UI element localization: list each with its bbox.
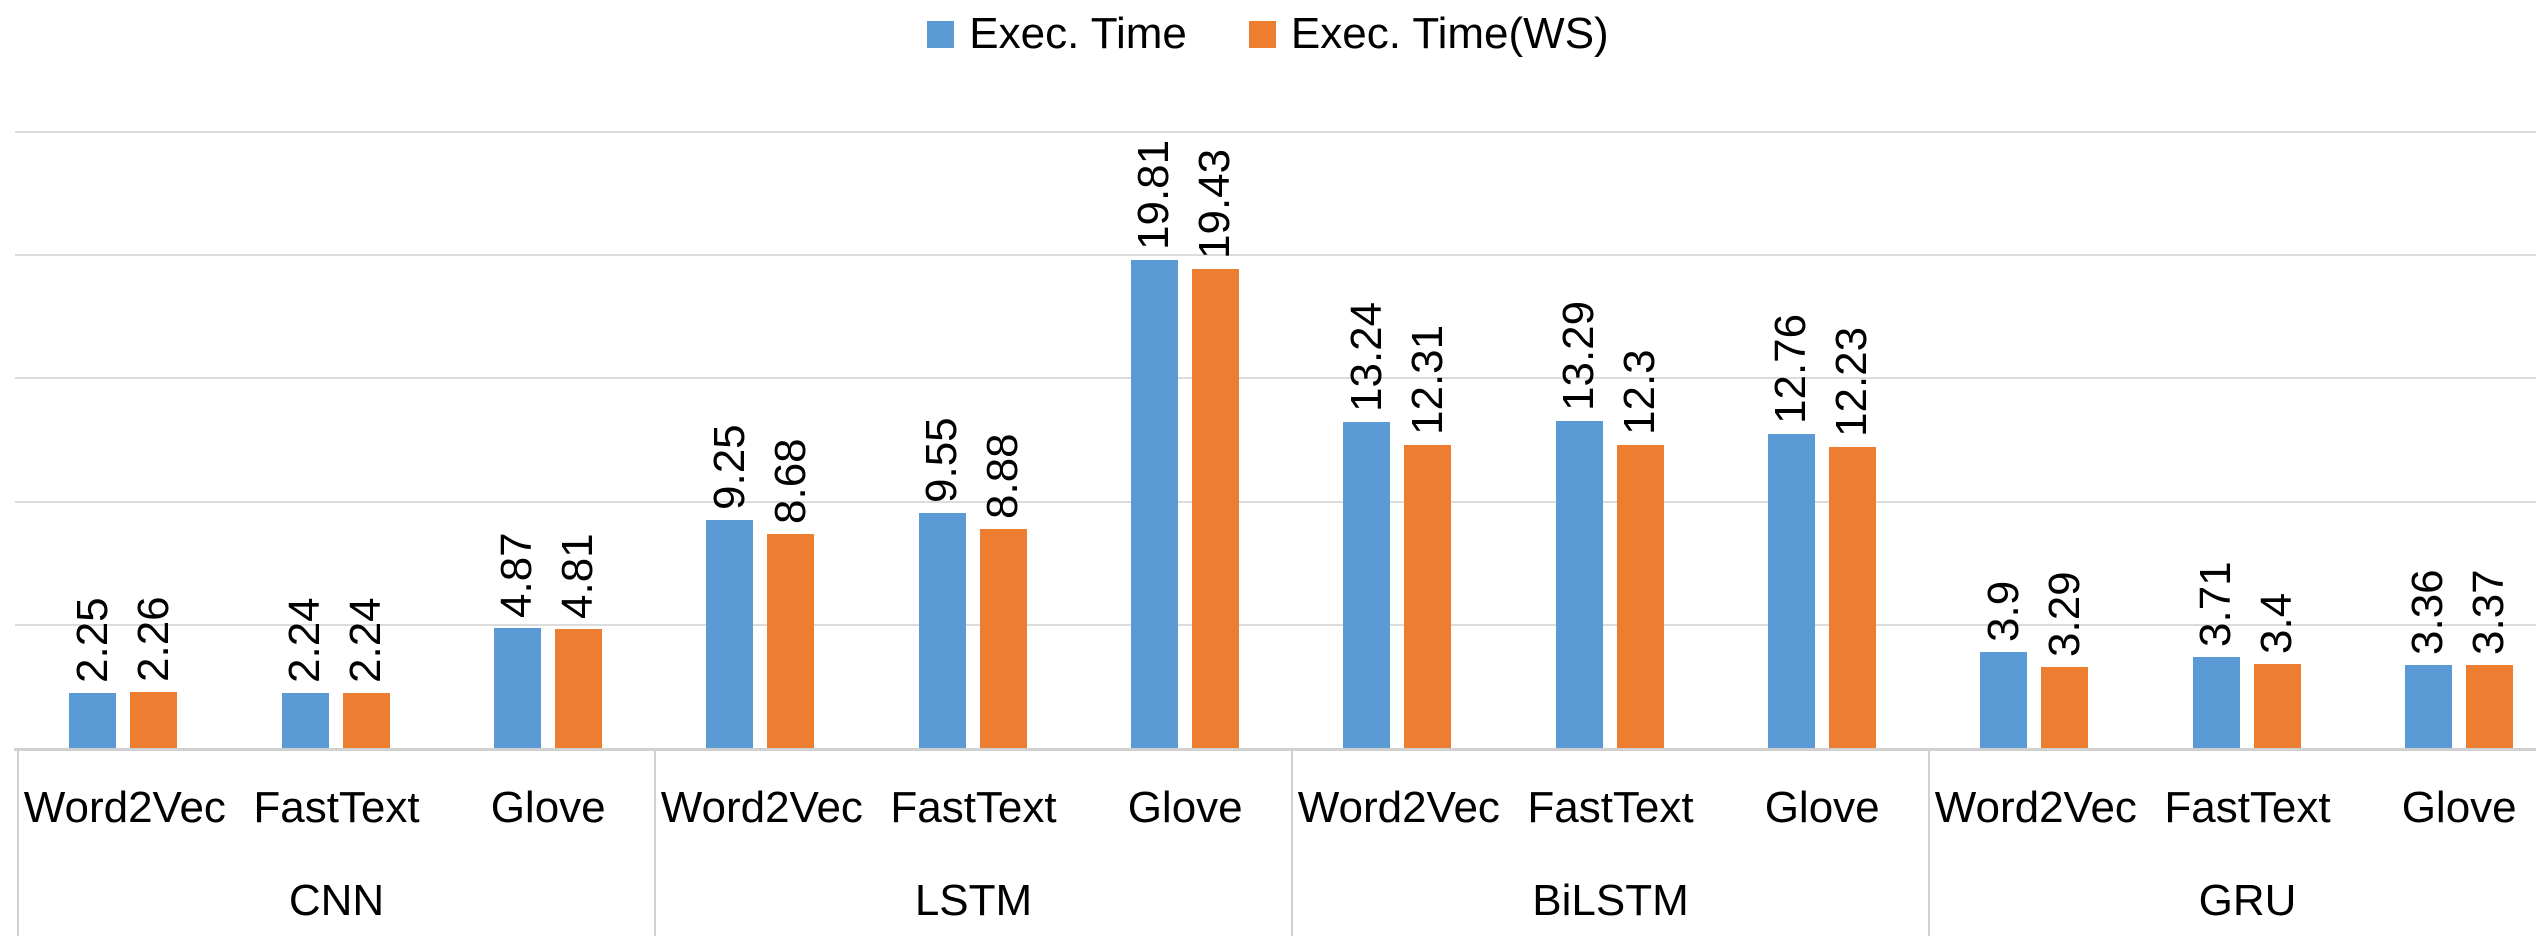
x-axis-line	[14, 748, 2536, 751]
legend-label: Exec. Time	[969, 9, 1187, 58]
bar-value-label: 3.36	[2403, 569, 2453, 656]
bar-value-label: 12.23	[1827, 326, 1877, 437]
axis-label-bilstm-glove: Glove	[1764, 783, 1880, 832]
bar-exec-time-lstm-fasttext	[918, 512, 966, 748]
axis-group-cell-cnn: Word2Vec FastText Glove CNN	[17, 751, 654, 936]
axis-group-cell-gru: Word2Vec FastText Glove GRU	[1928, 751, 2536, 936]
axis-group-label-cnn: CNN	[288, 876, 385, 925]
bar-exec-time-ws--cnn-glove	[554, 629, 602, 748]
gridline-y-10	[15, 500, 2536, 503]
bar-value-label: 2.26	[128, 596, 178, 683]
bar-exec-time-gru-word2vec	[1980, 651, 2028, 748]
bar-value-label: 12.76	[1766, 313, 1816, 424]
bar-exec-time-ws--cnn-word2vec	[130, 692, 178, 748]
axis-label-gru-glove: Glove	[2401, 783, 2517, 832]
axis-label-gru-fasttext: FastText	[2164, 783, 2331, 832]
x-axis-table: Word2Vec FastText Glove CNN Word2Vec FastText…	[0, 748, 2536, 936]
bar-value-label: 8.88	[978, 433, 1027, 520]
bar-exec-time-gru-fasttext	[2192, 656, 2240, 748]
axis-label-cnn-glove: Glove	[490, 783, 606, 832]
legend-swatch-icon	[927, 20, 955, 48]
bar-exec-time-bilstm-word2vec	[1343, 421, 1391, 748]
bar-value-label: 2.25	[67, 596, 117, 683]
axis-label-cnn-fasttext: FastText	[253, 783, 420, 832]
bar-exec-time-ws--bilstm-glove	[1828, 446, 1876, 748]
axis-group-cell-bilstm: Word2Vec FastText Glove BiLSTM	[1291, 751, 1928, 936]
bar-value-label: 2.24	[341, 597, 390, 683]
bar-exec-time-cnn-word2vec	[69, 692, 117, 748]
legend-swatch-icon	[1248, 20, 1276, 48]
bar-exec-time-ws--gru-word2vec	[2041, 666, 2089, 748]
legend-item-0: Exec. Time	[927, 9, 1187, 59]
axis-label-lstm-word2vec: Word2Vec	[660, 783, 863, 832]
bar-exec-time-ws--lstm-glove	[1191, 269, 1239, 748]
gridline-y-15	[15, 377, 2536, 380]
legend-item-1: Exec. Time(WS)	[1248, 9, 1609, 59]
axis-label-bilstm-fasttext: FastText	[1527, 783, 1694, 832]
bar-exec-time-ws--cnn-fasttext	[342, 692, 390, 748]
bar-exec-time-lstm-glove	[1130, 259, 1178, 748]
bar-value-label: 2.24	[280, 597, 329, 683]
axis-label-cnn-word2vec: Word2Vec	[23, 783, 226, 832]
bar-exec-time-ws--lstm-word2vec	[767, 534, 815, 748]
bar-exec-time-lstm-word2vec	[706, 520, 754, 748]
bar-exec-time-ws--bilstm-fasttext	[1616, 444, 1664, 748]
embedding-label-row: Word2Vec FastText Glove	[1930, 751, 2536, 865]
bar-value-label: 12.31	[1402, 324, 1452, 435]
axis-group-cell-lstm: Word2Vec FastText Glove LSTM	[654, 751, 1291, 936]
plot-area: 2.25 2.26 2.24 2.24 4.87 4.81 9.25 8.68 9.55 8.88…	[0, 80, 2536, 748]
gridline-y-5	[15, 623, 2536, 626]
bar-exec-time-gru-glove	[2404, 665, 2452, 748]
bar-value-label: 4.87	[492, 532, 542, 619]
bar-exec-time-ws--gru-fasttext	[2253, 664, 2301, 748]
bar-value-label: 9.55	[917, 417, 966, 503]
legend-label: Exec. Time(WS)	[1290, 9, 1609, 58]
bar-value-label: 4.81	[553, 533, 603, 620]
bar-exec-time-ws--bilstm-word2vec	[1404, 444, 1452, 748]
axis-label-bilstm-word2vec: Word2Vec	[1297, 783, 1500, 832]
bar-exec-time-cnn-fasttext	[281, 692, 329, 748]
bar-value-label: 19.43	[1190, 149, 1240, 260]
bar-exec-time-cnn-glove	[493, 628, 541, 748]
bar-exec-time-bilstm-fasttext	[1555, 420, 1603, 748]
embedding-label-row: Word2Vec FastText Glove	[1293, 751, 1928, 865]
bar-value-label: 3.29	[2039, 571, 2089, 657]
axis-group-label-lstm: LSTM	[914, 876, 1033, 925]
axis-label-lstm-glove: Glove	[1127, 783, 1243, 832]
axis-group-label-gru: GRU	[2198, 876, 2297, 925]
axis-label-gru-word2vec: Word2Vec	[1934, 783, 2137, 832]
bar-value-label: 13.29	[1554, 300, 1603, 411]
embedding-label-row: Word2Vec FastText Glove	[656, 751, 1291, 865]
bar-value-label: 19.81	[1129, 139, 1179, 250]
bar-exec-time-ws--gru-glove	[2465, 664, 2513, 748]
gridline-y-20	[15, 254, 2536, 257]
embedding-label-row: Word2Vec FastText Glove	[19, 751, 654, 865]
axis-label-lstm-fasttext: FastText	[890, 783, 1057, 832]
bar-exec-time-bilstm-glove	[1767, 433, 1815, 748]
chart-legend: Exec. Time Exec. Time(WS)	[0, 6, 2536, 62]
bar-value-label: 3.71	[2191, 560, 2240, 647]
bar-value-label: 8.68	[765, 438, 815, 525]
bar-exec-time-ws--lstm-fasttext	[979, 529, 1027, 748]
bar-value-label: 3.37	[2464, 569, 2514, 655]
bar-value-label: 3.4	[2252, 593, 2301, 655]
bar-value-label: 13.24	[1341, 301, 1391, 412]
bar-value-label: 3.9	[1978, 580, 2028, 642]
bar-value-label: 9.25	[704, 424, 754, 511]
axis-group-label-bilstm: BiLSTM	[1532, 876, 1689, 925]
bar-value-label: 12.3	[1615, 349, 1664, 435]
gridline-y-25	[15, 131, 2536, 133]
